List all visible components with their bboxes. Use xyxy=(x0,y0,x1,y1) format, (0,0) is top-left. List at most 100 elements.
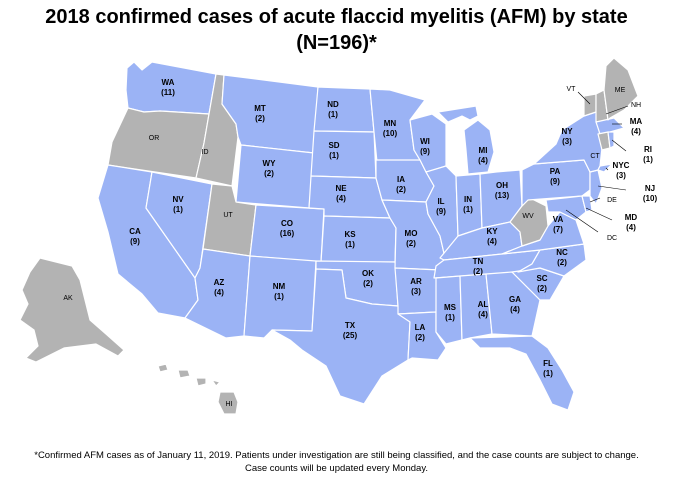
label-KS-abbr: KS xyxy=(344,230,356,239)
label-TX-cases: (25) xyxy=(343,331,358,340)
label-SD-cases: (1) xyxy=(329,151,339,160)
label-WV: WV xyxy=(522,213,534,220)
label-NYC-abbr: NYC xyxy=(613,161,630,170)
label-AL-cases: (4) xyxy=(478,310,488,319)
label-MN-abbr: MN xyxy=(384,119,397,128)
label-AR-cases: (3) xyxy=(411,287,421,296)
label-AK: AK xyxy=(63,295,73,302)
label-KY-abbr: KY xyxy=(486,227,498,236)
label-RI-abbr: RI xyxy=(644,145,652,154)
label-ID: ID xyxy=(202,149,209,156)
label-VA-abbr: VA xyxy=(553,215,564,224)
label-DC: DC xyxy=(607,235,617,242)
label-VT: VT xyxy=(567,86,577,93)
label-WY-abbr: WY xyxy=(263,159,277,168)
label-MN-cases: (10) xyxy=(383,129,398,138)
state-KS xyxy=(320,215,397,263)
label-TN-abbr: TN xyxy=(473,257,484,266)
label-MT-abbr: MT xyxy=(254,104,266,113)
state-ND xyxy=(313,86,375,133)
label-PA-cases: (9) xyxy=(550,177,560,186)
label-KY-cases: (4) xyxy=(487,237,497,246)
label-MS-cases: (1) xyxy=(445,313,455,322)
state-MI xyxy=(437,105,495,175)
state-IL xyxy=(425,165,459,263)
label-IA-abbr: IA xyxy=(397,175,405,184)
label-MO-abbr: MO xyxy=(405,229,418,238)
label-AL-abbr: AL xyxy=(478,300,489,309)
label-NJ-cases: (10) xyxy=(643,194,658,203)
label-NC-abbr: NC xyxy=(556,248,568,257)
map-title: 2018 confirmed cases of acute flaccid my… xyxy=(0,4,673,56)
label-NE-cases: (4) xyxy=(336,194,346,203)
label-OH-cases: (13) xyxy=(495,191,510,200)
state-HI xyxy=(157,363,239,415)
label-RI-cases: (1) xyxy=(643,155,653,164)
state-WY xyxy=(235,144,315,209)
label-WA-abbr: WA xyxy=(162,78,175,87)
label-IL-cases: (9) xyxy=(436,207,446,216)
label-CO-cases: (16) xyxy=(280,229,295,238)
label-NV-cases: (1) xyxy=(173,205,183,214)
label-PA-abbr: PA xyxy=(550,167,561,176)
leader-vt xyxy=(577,91,591,105)
leader-nh xyxy=(605,105,629,115)
title-line-2: (N=196)* xyxy=(296,32,377,54)
label-SC-abbr: SC xyxy=(536,274,547,283)
label-IN-cases: (1) xyxy=(463,205,473,214)
label-AZ-abbr: AZ xyxy=(214,278,225,287)
label-KS-cases: (1) xyxy=(345,240,355,249)
label-ND-abbr: ND xyxy=(327,100,339,109)
label-NV-abbr: NV xyxy=(172,195,184,204)
label-MD-cases: (4) xyxy=(626,223,636,232)
label-FL-cases: (1) xyxy=(543,369,553,378)
label-CO-abbr: CO xyxy=(281,219,293,228)
label-IL-abbr: IL xyxy=(437,197,444,206)
label-NJ-abbr: NJ xyxy=(645,184,655,193)
label-MO-cases: (2) xyxy=(406,239,416,248)
label-NE-abbr: NE xyxy=(335,184,347,193)
label-FL-abbr: FL xyxy=(543,359,553,368)
label-ME: ME xyxy=(615,87,626,94)
state-VT xyxy=(583,93,597,117)
state-MA xyxy=(595,117,625,135)
label-MI-cases: (4) xyxy=(478,156,488,165)
label-GA-abbr: GA xyxy=(509,295,521,304)
state-GA xyxy=(485,271,541,337)
label-NH: NH xyxy=(631,102,641,109)
label-OR: OR xyxy=(149,135,160,142)
label-TN-cases: (2) xyxy=(473,267,483,276)
label-UT: UT xyxy=(223,212,233,219)
leader-ri xyxy=(611,139,627,152)
footnote-line-1: *Confirmed AFM cases as of January 11, 2… xyxy=(34,450,639,461)
label-WA-cases: (11) xyxy=(161,88,175,97)
label-MA-cases: (4) xyxy=(631,127,641,136)
leader-de xyxy=(589,197,601,203)
label-OK-abbr: OK xyxy=(362,269,374,278)
label-CA-cases: (9) xyxy=(130,237,140,246)
label-SC-cases: (2) xyxy=(537,284,547,293)
label-MS-abbr: MS xyxy=(444,303,457,312)
state-WV xyxy=(509,197,549,247)
label-SD-abbr: SD xyxy=(328,141,339,150)
state-AL xyxy=(459,273,493,341)
label-CA-abbr: CA xyxy=(129,227,141,236)
label-NY-cases: (3) xyxy=(562,137,572,146)
label-MI-abbr: MI xyxy=(479,146,488,155)
label-NC-cases: (2) xyxy=(557,258,567,267)
state-DE xyxy=(581,195,593,213)
leader-nyc xyxy=(605,167,609,171)
label-MT-cases: (2) xyxy=(255,114,265,123)
label-WY-cases: (2) xyxy=(264,169,274,178)
state-RI xyxy=(607,131,615,149)
label-LA-abbr: LA xyxy=(415,323,426,332)
label-NY-abbr: NY xyxy=(561,127,573,136)
label-TX-abbr: TX xyxy=(345,321,356,330)
label-OH-abbr: OH xyxy=(496,181,508,190)
label-GA-cases: (4) xyxy=(510,305,520,314)
footnote-line-2: Case counts will be updated every Monday… xyxy=(244,463,429,474)
state-ME xyxy=(603,57,639,121)
state-NC xyxy=(517,243,587,277)
footnote: *Confirmed AFM cases as of January 11, 2… xyxy=(0,449,673,475)
